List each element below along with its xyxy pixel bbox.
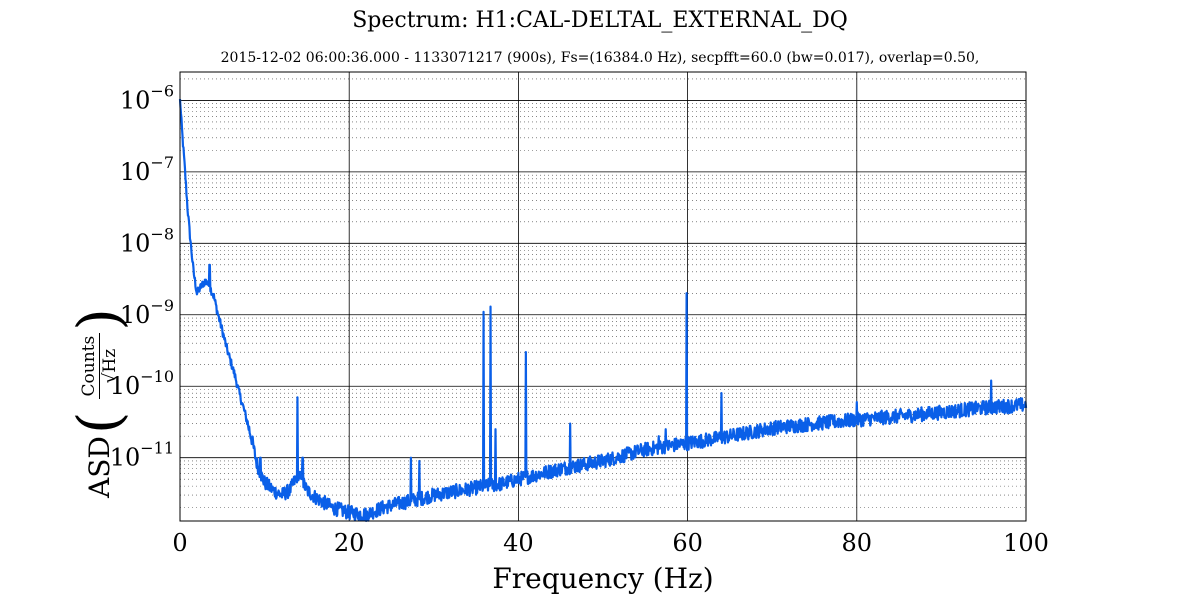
y-axis-unit-numerator: Counts — [78, 332, 100, 400]
y-axis-label-open-paren: ( — [65, 411, 133, 435]
chart-title: Spectrum: H1:CAL-DELTAL_EXTERNAL_DQ — [352, 8, 848, 33]
major-grid — [180, 72, 1026, 521]
y-axis-label-close-paren: ) — [65, 308, 133, 331]
y-tick-label: 10−10 — [110, 367, 174, 400]
y-axis-label-prefix: ASD — [82, 436, 116, 498]
y-axis-unit-denominator: √Hz — [99, 348, 120, 384]
x-tick-label: 100 — [1003, 529, 1049, 557]
x-tick-label: 0 — [172, 529, 187, 557]
x-tick-label: 40 — [503, 529, 534, 557]
minor-grid — [180, 78, 1026, 508]
x-axis-label: Frequency (Hz) — [492, 562, 714, 595]
y-axis-unit-fraction: Counts √Hz — [78, 332, 120, 400]
series-layer — [178, 99, 1028, 523]
y-tick-label: 10−9 — [120, 296, 174, 329]
plot-frame — [179, 71, 1027, 522]
y-tick-label: 10−11 — [110, 439, 174, 472]
series-asd-line — [178, 99, 1028, 523]
x-axis-ticks: 0 20 40 60 80 100 — [172, 529, 1049, 557]
x-tick-label: 20 — [334, 529, 365, 557]
y-tick-label: 10−7 — [120, 153, 174, 186]
x-tick-label: 60 — [672, 529, 703, 557]
x-tick-label: 80 — [842, 529, 873, 557]
y-axis-label: ASD ( Counts √Hz ) — [64, 308, 134, 498]
y-tick-label: 10−6 — [120, 81, 174, 114]
y-axis-ticks: 10−11 10−10 10−9 10−8 10−7 10−6 — [110, 81, 174, 471]
y-tick-label: 10−8 — [120, 224, 174, 257]
chart-subtitle: 2015-12-02 06:00:36.000 - 1133071217 (90… — [220, 50, 980, 66]
